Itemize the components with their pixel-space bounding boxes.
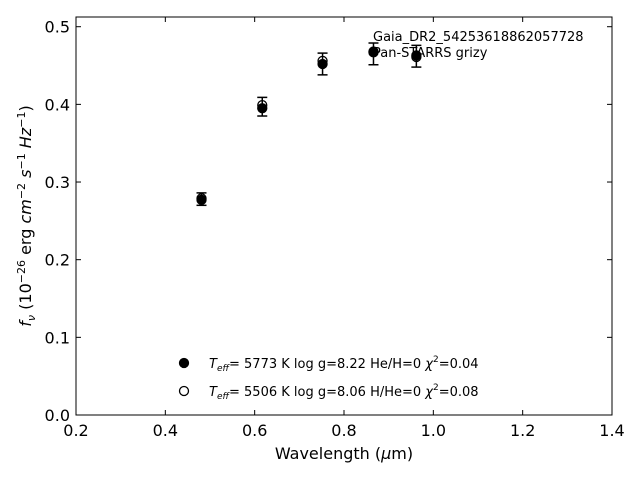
model-point-open bbox=[196, 193, 207, 204]
annotation-source-id: Gaia_DR2_54253618862057728 bbox=[373, 30, 584, 45]
y-tick-label: 0.0 bbox=[45, 406, 70, 425]
plot-frame bbox=[75, 16, 613, 416]
model-point-filled bbox=[317, 58, 328, 70]
legend-marker bbox=[178, 357, 190, 369]
legend-entry: Teff= 5773 K log g=8.22 He/H=0 χ2=0.04 bbox=[178, 355, 479, 374]
model-point-filled bbox=[257, 103, 268, 114]
y-tick-label: 0.5 bbox=[45, 18, 70, 37]
annotation-survey: Pan-STARRS grizy bbox=[373, 46, 488, 61]
y-tick-label: 0.3 bbox=[45, 173, 70, 192]
legend-entry: Teff= 5506 K log g=8.06 H/He=0 χ2=0.08 bbox=[178, 383, 479, 402]
legend-marker bbox=[178, 385, 190, 397]
x-tick-label: 0.8 bbox=[331, 421, 356, 440]
y-tick-label: 0.1 bbox=[45, 328, 70, 347]
x-tick-label: 0.2 bbox=[63, 421, 88, 440]
x-axis-title: Wavelength (μm) bbox=[275, 444, 413, 463]
model-point-open bbox=[411, 51, 422, 63]
model-point-open bbox=[257, 99, 268, 111]
x-tick-label: 1.2 bbox=[510, 421, 535, 440]
x-tick-label: 1.4 bbox=[599, 421, 624, 440]
ticks: 0.2 0.4 0.6 0.8 1.0 1.2 1.4 0.0 0.1 0.2 0.3 0.4 0.5 bbox=[45, 17, 625, 440]
legend-label: Teff= 5773 K log g=8.22 He/H=0 χ2=0.04 bbox=[209, 355, 479, 374]
model-point-open bbox=[317, 55, 328, 67]
x-tick-label: 0.4 bbox=[153, 421, 178, 440]
x-tick-label: 0.6 bbox=[242, 421, 267, 440]
axes bbox=[75, 16, 613, 416]
data-points bbox=[196, 42, 422, 207]
legend: Teff= 5773 K log g=8.22 He/H=0 χ2=0.04 Te… bbox=[178, 355, 479, 402]
legend-label: Teff= 5506 K log g=8.06 H/He=0 χ2=0.08 bbox=[209, 383, 479, 402]
x-tick-label: 1.0 bbox=[421, 421, 446, 440]
model-point-open bbox=[368, 46, 379, 57]
y-tick-label: 0.2 bbox=[45, 251, 70, 270]
y-axis-title: fν (10−26 erg cm−2 s−1 Hz−1) bbox=[15, 105, 38, 326]
y-tick-label: 0.4 bbox=[45, 95, 70, 114]
